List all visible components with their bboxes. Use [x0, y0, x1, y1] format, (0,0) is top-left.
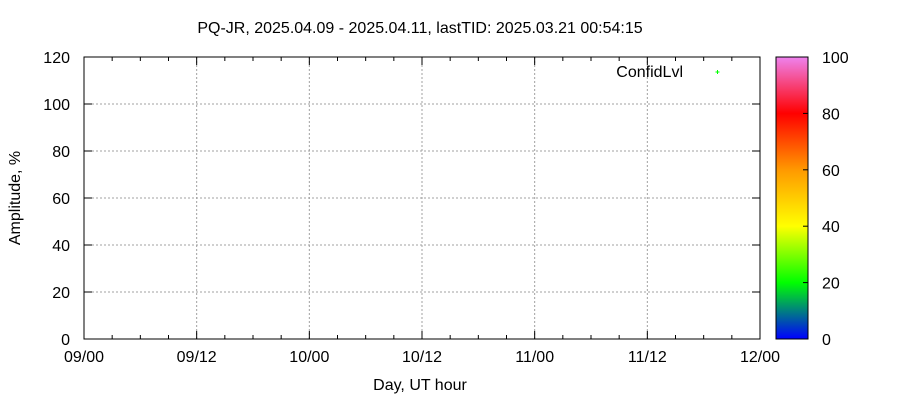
x-tick-label: 12/00	[740, 349, 780, 366]
colorbar-tick-label: 20	[822, 276, 840, 293]
y-tick-label: 100	[43, 97, 70, 114]
chart-title: PQ-JR, 2025.04.09 - 2025.04.11, lastTID:…	[197, 20, 642, 37]
colorbar-axis: 0 20 40 60 80 100	[803, 50, 849, 349]
legend-marker-plus-icon	[715, 70, 720, 74]
x-tick-label: 09/00	[64, 349, 104, 366]
y-tick-label: 40	[52, 238, 70, 255]
colorbar-tick-label: 0	[822, 332, 831, 349]
y-tick-label: 20	[52, 285, 70, 302]
x-tick-label: 09/12	[177, 349, 217, 366]
colorbar-tick-label: 60	[822, 163, 840, 180]
y-axis: 0 20 40 60 80 100 120	[43, 50, 760, 349]
y-tick-label: 120	[43, 50, 70, 67]
colorbar	[775, 56, 809, 340]
x-tick-label: 10/12	[402, 349, 442, 366]
colorbar-tick-label: 100	[822, 50, 849, 67]
legend: ConfidLvl	[616, 64, 720, 81]
y-tick-label: 80	[52, 144, 70, 161]
grid	[84, 57, 760, 339]
y-tick-label: 0	[61, 332, 70, 349]
x-tick-label: 11/00	[515, 349, 554, 366]
legend-label: ConfidLvl	[616, 64, 683, 81]
x-axis-label: Day, UT hour	[373, 377, 467, 394]
colorbar-tick-label: 80	[822, 106, 840, 123]
colorbar-tick-label: 40	[822, 219, 840, 236]
x-axis: 09/00 09/12 10/00 10/12 11/00 11/12 12/00	[64, 57, 780, 366]
x-tick-label: 10/00	[289, 349, 329, 366]
y-tick-label: 60	[52, 191, 70, 208]
y-axis-label: Amplitude, %	[7, 151, 24, 245]
x-tick-label: 11/12	[628, 349, 667, 366]
